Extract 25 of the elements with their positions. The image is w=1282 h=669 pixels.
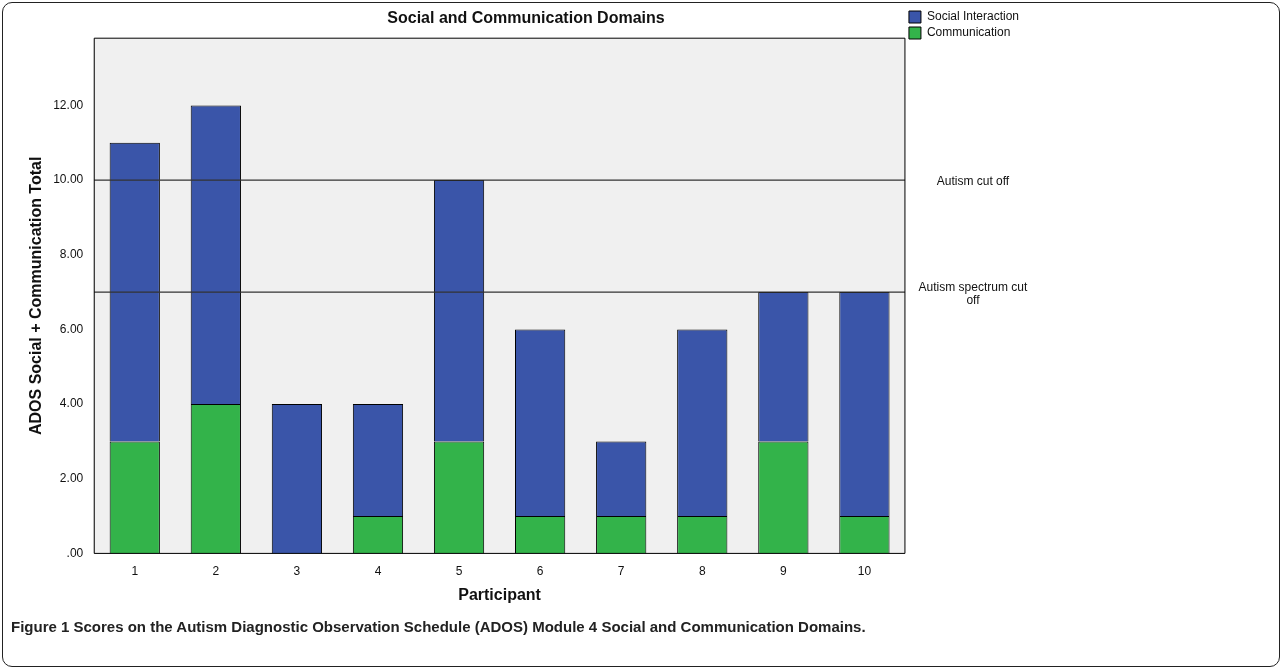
x-tick-label: 3 xyxy=(293,563,301,578)
y-tick-label: .00 xyxy=(66,545,84,560)
x-tick-label: 9 xyxy=(780,563,787,578)
y-tick-label: 12.00 xyxy=(53,97,84,112)
caption: Figure 1 Scores on the Autism Diagnostic Observation Schedule (ADOS) Module 4 Social and Communication Domains. xyxy=(11,618,866,635)
x-axis-title: Participant xyxy=(458,585,542,603)
x-tick-label: 5 xyxy=(455,563,463,578)
y-tick-label: 6.00 xyxy=(59,321,84,336)
x-tick-label: 2 xyxy=(212,563,220,578)
ref-line-label: Autism cut off xyxy=(936,174,1010,189)
x-tick-label: 4 xyxy=(374,563,382,578)
x-tick-label: 10 xyxy=(857,563,872,578)
x-tick-label: 6 xyxy=(536,563,544,578)
y-tick-label: 8.00 xyxy=(59,247,84,262)
legend-label: Communication xyxy=(926,25,1011,40)
x-tick-label: 8 xyxy=(698,563,706,578)
x-tick-label: 1 xyxy=(131,563,139,578)
y-axis-title: ADOS Social + Communication Total xyxy=(27,156,45,435)
legend-label: Social Interaction xyxy=(926,9,1020,24)
y-tick-label: 4.00 xyxy=(59,396,84,411)
x-tick-label: 7 xyxy=(617,563,625,578)
y-tick-label: 10.00 xyxy=(53,172,84,187)
ref-line-label: Autism spectrum cut off xyxy=(918,279,1028,307)
chart-title: Social and Communication Domains xyxy=(387,9,665,27)
y-tick-label: 2.00 xyxy=(59,471,84,486)
